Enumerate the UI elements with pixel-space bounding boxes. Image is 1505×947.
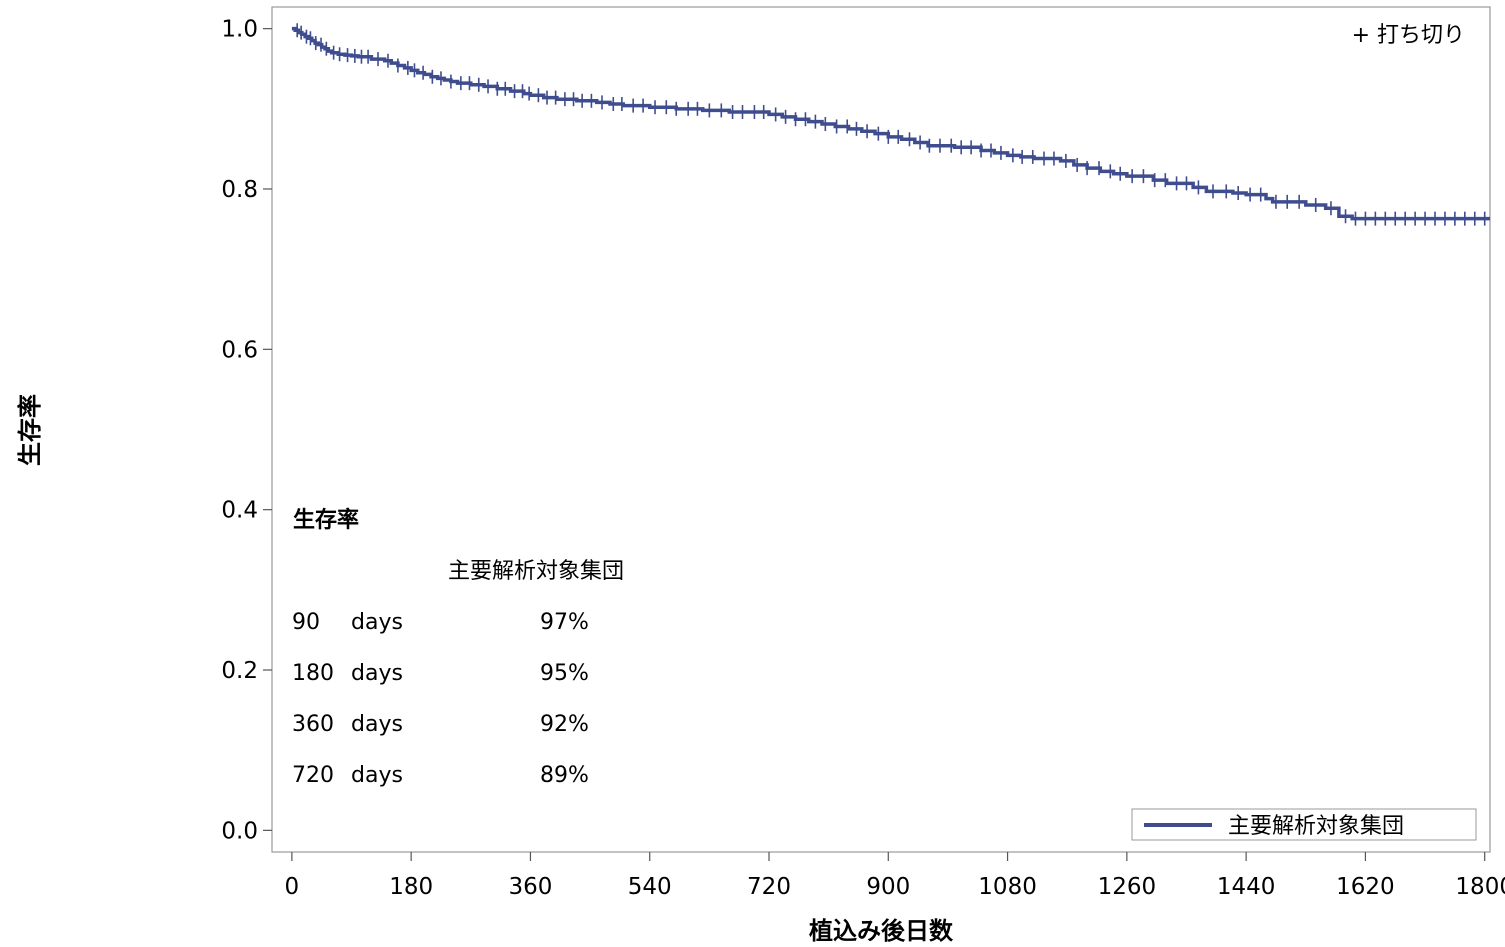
inset-row-unit: days xyxy=(351,661,403,686)
x-tick-label: 1440 xyxy=(1217,874,1276,900)
y-axis-title: 生存率 xyxy=(16,394,44,466)
inset-table-title: 生存率 xyxy=(293,507,359,533)
inset-row-time: 90 xyxy=(292,610,320,635)
x-tick-label: 540 xyxy=(628,874,672,900)
inset-row-time: 180 xyxy=(292,661,334,686)
y-tick-label: 1.0 xyxy=(221,17,258,43)
x-tick-label: 1800 xyxy=(1455,874,1505,900)
x-tick-label: 180 xyxy=(389,874,433,900)
inset-row-value: 97% xyxy=(540,610,589,635)
inset-row-value: 95% xyxy=(540,661,589,686)
inset-table: 生存率 主要解析対象集団 90 days 97% 180 days 95% 36… xyxy=(292,507,624,788)
x-tick-label: 900 xyxy=(866,874,910,900)
y-tick-label: 0.2 xyxy=(221,658,258,684)
inset-row-unit: days xyxy=(351,712,403,737)
x-axis-ticks: 0 180 360 540 720 900 1080 1260 1440 1620 1800 xyxy=(285,852,1505,900)
x-tick-label: 0 xyxy=(285,874,300,900)
y-tick-label: 0.0 xyxy=(221,818,258,844)
inset-row-unit: days xyxy=(351,610,403,635)
legend: 主要解析対象集団 xyxy=(1131,808,1477,841)
inset-row-time: 720 xyxy=(292,763,334,788)
inset-row-value: 89% xyxy=(540,763,589,788)
inset-table-column-header: 主要解析対象集団 xyxy=(448,559,624,584)
inset-row-time: 360 xyxy=(292,712,334,737)
y-tick-label: 0.4 xyxy=(221,498,258,524)
x-tick-label: 1080 xyxy=(978,874,1037,900)
y-tick-label: 0.6 xyxy=(221,337,258,363)
survival-curve xyxy=(291,26,1490,221)
x-axis-title: 植込み後日数 xyxy=(809,917,954,945)
y-tick-label: 0.8 xyxy=(221,177,258,203)
inset-row-unit: days xyxy=(351,763,403,788)
legend-label: 主要解析対象集団 xyxy=(1228,814,1404,839)
censor-legend: + 打ち切り xyxy=(1352,23,1465,48)
x-tick-label: 720 xyxy=(747,874,791,900)
x-tick-label: 1260 xyxy=(1098,874,1157,900)
series-layer xyxy=(291,23,1490,226)
plot-frame xyxy=(271,6,1491,853)
x-tick-label: 1620 xyxy=(1336,874,1395,900)
inset-row-value: 92% xyxy=(540,712,589,737)
y-axis-ticks: 0.0 0.2 0.4 0.6 0.8 1.0 xyxy=(221,17,272,844)
x-tick-label: 360 xyxy=(508,874,552,900)
legend-box xyxy=(1131,808,1477,841)
